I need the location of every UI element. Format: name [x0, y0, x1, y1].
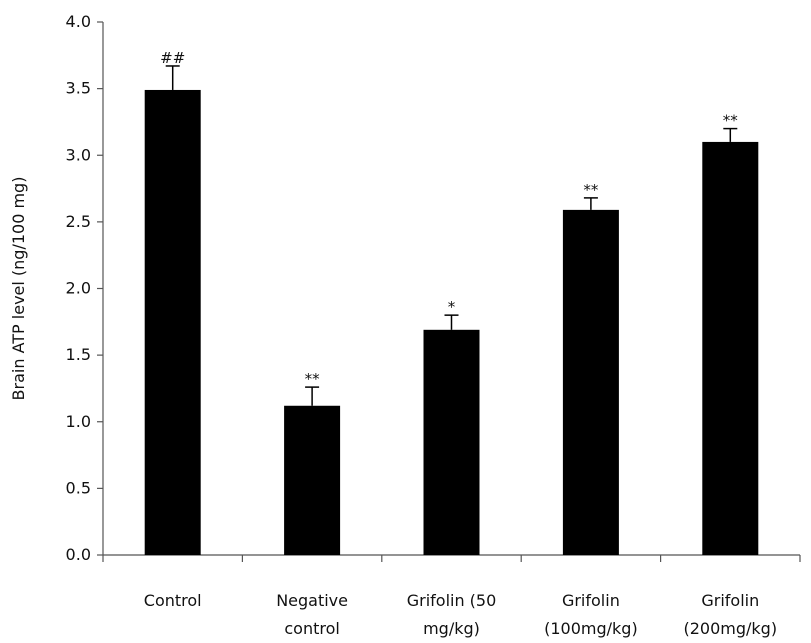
y-tick-label: 2.0: [66, 279, 91, 298]
y-axis-title-group: Brain ATP level (ng/100 mg): [9, 177, 28, 401]
y-axis-title: Brain ATP level (ng/100 mg): [9, 177, 28, 401]
x-category-label: (200mg/kg): [684, 619, 778, 638]
bar: [702, 141, 759, 556]
significance-label: **: [583, 181, 599, 199]
y-tick-label: 3.0: [66, 145, 91, 164]
bar: [423, 329, 480, 555]
x-category-label: (100mg/kg): [544, 619, 638, 638]
y-tick-label: 0.0: [66, 545, 91, 564]
significance-label: **: [305, 370, 321, 388]
bar: [144, 89, 201, 556]
x-category-label: Grifolin (50: [407, 591, 497, 610]
y-tick-label: 0.5: [66, 478, 91, 497]
x-category-label: control: [284, 619, 339, 638]
y-tick-label: 3.5: [66, 79, 91, 98]
significance-label: ##: [160, 49, 185, 67]
x-category-label: Negative: [276, 591, 348, 610]
x-category-label: Control: [144, 591, 202, 610]
labels: 0.0 0.5 1.0 1.5 2.0 2.5 3.0 3.5 4.0 ## Control ** Ne…: [66, 12, 778, 638]
x-category-label: Grifolin: [562, 591, 620, 610]
significance-label: *: [448, 298, 456, 316]
bar: [562, 209, 619, 555]
significance-label: **: [723, 112, 739, 130]
x-category-label: mg/kg): [423, 619, 480, 638]
y-tick-label: 4.0: [66, 12, 91, 31]
x-category-label: Grifolin: [701, 591, 759, 610]
axes: [97, 21, 801, 562]
y-tick-label: 2.5: [66, 212, 91, 231]
y-tick-label: 1.5: [66, 345, 91, 364]
bars: [144, 65, 759, 556]
bar: [284, 405, 341, 555]
y-tick-label: 1.0: [66, 412, 91, 431]
